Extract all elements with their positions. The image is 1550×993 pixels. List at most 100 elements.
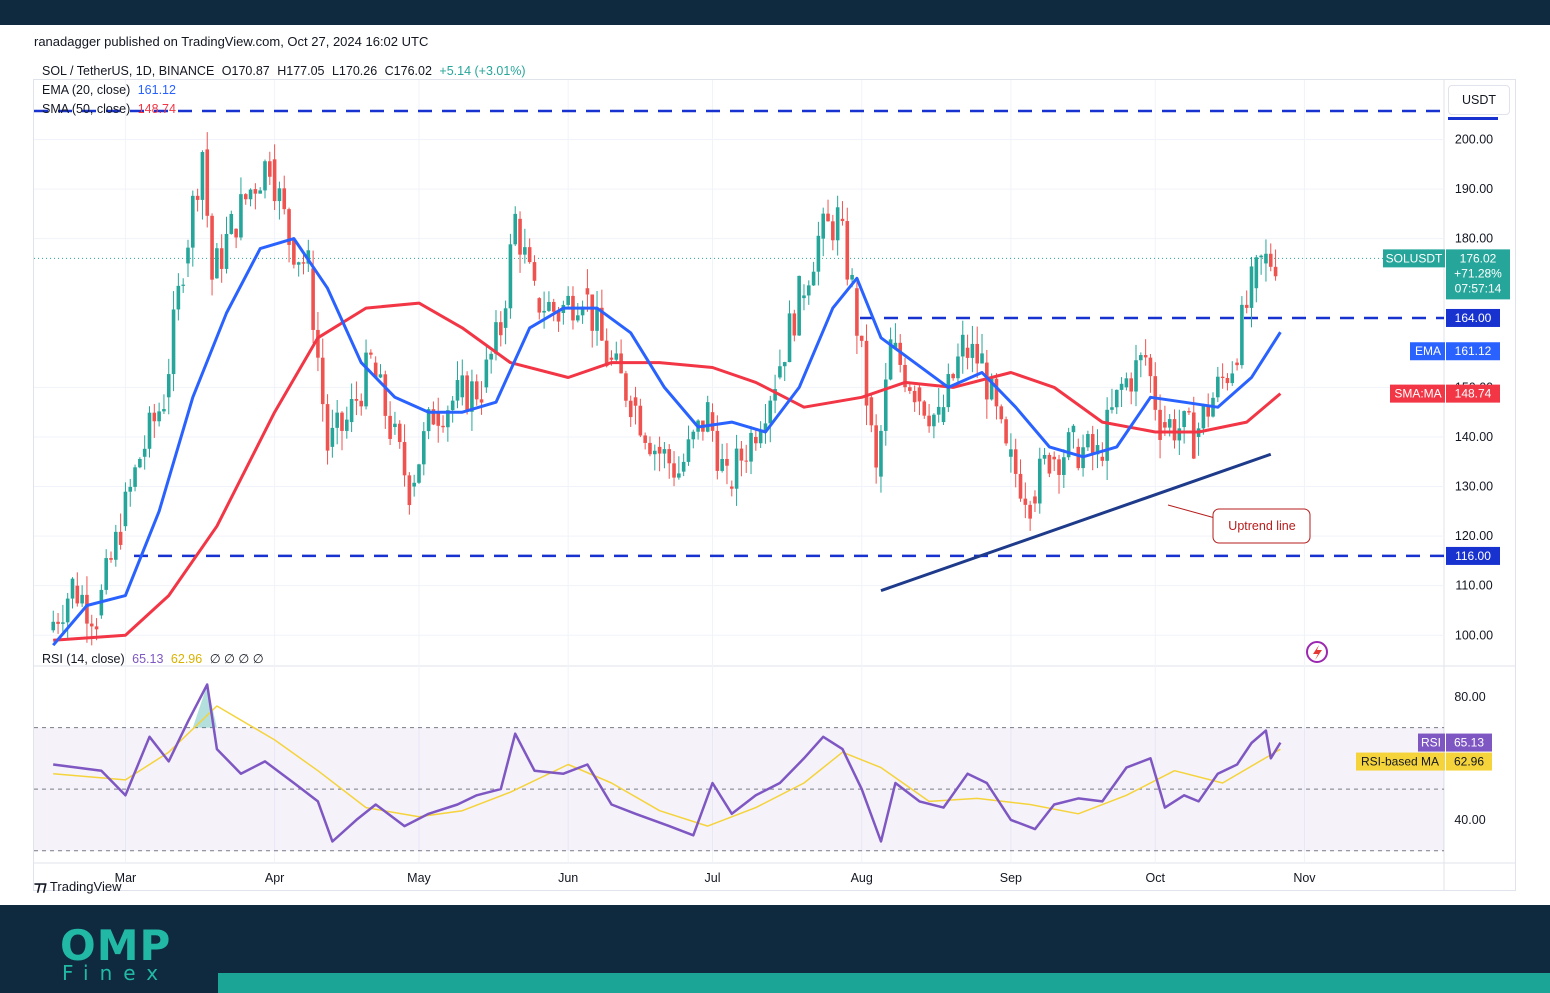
legend-close: C176.02 [384, 64, 432, 78]
candle-body [927, 415, 931, 427]
candle-body [975, 343, 980, 364]
candle-body [681, 461, 686, 472]
candle-body [1042, 454, 1047, 459]
candle-body [739, 448, 744, 461]
candle-body [417, 464, 421, 483]
candle-body [354, 398, 359, 401]
tradingview-brand[interactable]: ⁊⁊ TradingView [34, 878, 121, 895]
candle-body [672, 463, 676, 478]
candle-body [720, 458, 724, 471]
legend-sma-row[interactable]: SMA (50, close) 148.74 [42, 102, 180, 116]
candle-body [864, 340, 869, 406]
candle-body [195, 195, 200, 200]
candle-body [614, 353, 619, 360]
candle-body [1206, 405, 1210, 417]
candle-body [498, 322, 503, 336]
y-tick-label: 110.00 [1455, 579, 1492, 593]
candle-body [109, 558, 113, 560]
candle-body [729, 486, 734, 489]
legend-rsi-row[interactable]: RSI (14, close) 65.13 62.96 ∅ ∅ ∅ ∅ [42, 651, 268, 666]
candle-body [205, 149, 210, 216]
candle-body [1100, 456, 1105, 461]
candle-body [1052, 456, 1057, 460]
candle-body [340, 412, 344, 431]
candle-body [253, 189, 258, 194]
candle-body [1090, 434, 1095, 455]
candle-body [662, 449, 667, 454]
candle-body [749, 432, 753, 462]
tradingview-logo-icon: ⁊⁊ [34, 878, 47, 894]
candle-body [893, 342, 898, 348]
candle-body [359, 400, 364, 407]
candle-body [138, 458, 142, 468]
sma-tag-value-bg [1446, 384, 1500, 403]
solusdt-label: SOLUSDT [1386, 251, 1443, 265]
legend-sma-label: SMA (50, close) [42, 102, 131, 116]
candle-body [763, 423, 768, 432]
chart-canvas[interactable]: Mar Apr May Jun Jul Aug Sep Oct Nov 100.00 110.00 1… [0, 25, 1550, 905]
candle-body [393, 423, 397, 428]
y-tick-label: 180.00 [1455, 232, 1493, 246]
candle-body [956, 356, 960, 379]
candle-body [152, 412, 157, 422]
candle-body [604, 340, 609, 367]
candle-body [551, 301, 556, 312]
currency-underline [1448, 117, 1498, 120]
candle-body [364, 352, 368, 407]
candle-body [311, 268, 315, 330]
candle-body [768, 400, 773, 424]
candle-body [335, 412, 339, 428]
level-116-value: 116.00 [1455, 549, 1491, 563]
uptrend-callout-label: Uptrend line [1228, 519, 1295, 533]
candle-body [1187, 411, 1191, 413]
candle-body [1057, 459, 1061, 475]
candle-body [465, 375, 469, 412]
candle-body [1163, 422, 1167, 428]
candle-body [268, 161, 272, 177]
candle-body [296, 262, 301, 265]
candle-body [128, 486, 133, 492]
candle-body [1254, 257, 1259, 289]
candle-body [908, 387, 912, 391]
candle-body [85, 594, 89, 624]
candle-body [648, 442, 652, 455]
candle-body [855, 288, 859, 336]
candle-body [378, 374, 383, 378]
candle-body [258, 190, 262, 194]
candle-body [633, 397, 638, 406]
candle-body [494, 322, 498, 354]
candle-body [585, 288, 590, 295]
rsi-tick-label: 80.00 [1454, 690, 1485, 704]
currency-selector[interactable]: USDT [1448, 85, 1510, 115]
candle-body [903, 364, 907, 388]
ema-20-line [52, 237, 1282, 647]
rsi-ma-tag-label-bg [1356, 752, 1445, 771]
candle-body [941, 407, 946, 423]
candle-body [705, 402, 710, 432]
candle-body [1268, 253, 1273, 267]
candle-body [523, 247, 527, 255]
legend-symbol[interactable]: SOL / TetherUS, 1D, BINANCE [42, 64, 215, 78]
legend-ema-row[interactable]: EMA (20, close) 161.12 [42, 83, 180, 97]
candle-body [667, 449, 672, 464]
candle-body [1264, 253, 1268, 264]
candle-body [1023, 498, 1028, 505]
rsi-tick-label: 40.00 [1454, 813, 1485, 827]
rsi-tag-value: 65.13 [1454, 736, 1484, 750]
candle-body [412, 482, 416, 487]
ema-tag-label: EMA [1415, 344, 1441, 358]
candle-body [1167, 419, 1172, 428]
legend-change: +5.14 (+3.01%) [439, 64, 526, 78]
candle-body [1013, 449, 1018, 474]
candle-body [1124, 378, 1129, 388]
candle-body [1148, 357, 1153, 377]
legend-rsi-extra: ∅ ∅ ∅ ∅ [209, 652, 264, 666]
candle-body [590, 294, 595, 331]
price-pane [34, 80, 1444, 665]
candle-body [407, 475, 412, 506]
candle-body [782, 362, 787, 367]
candle-body [850, 274, 854, 280]
candle-body [965, 347, 970, 358]
candle-body [89, 623, 94, 627]
candle-body [239, 194, 243, 238]
